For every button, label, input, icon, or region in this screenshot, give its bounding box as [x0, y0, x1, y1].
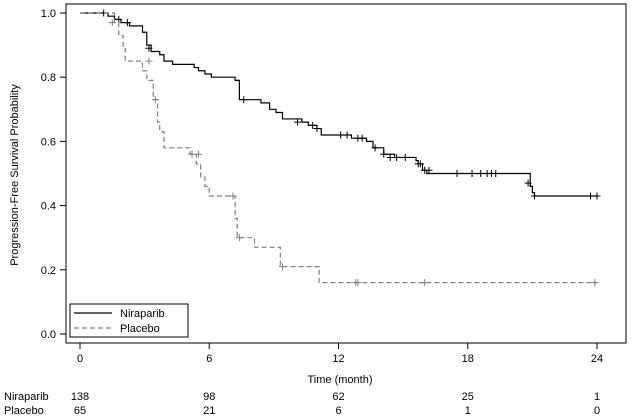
- risk-count-niraparib: 138: [71, 391, 89, 403]
- censor-mark-niraparib: [492, 170, 500, 177]
- y-axis: 0.0 0.2 0.4 0.6 0.8 1.0: [41, 8, 66, 341]
- series-line-placebo: [80, 12, 597, 284]
- censor-mark-placebo: [194, 150, 202, 158]
- x-tick-label: 12: [332, 353, 344, 365]
- legend-label-placebo: Placebo: [120, 323, 160, 335]
- series-line-niraparib: [80, 12, 597, 197]
- censor-mark-niraparib: [393, 153, 401, 161]
- censor-mark-niraparib: [401, 153, 409, 161]
- plot-area-frame: [65, 3, 627, 344]
- risk-count-niraparib: 98: [203, 391, 215, 403]
- legend: Niraparib Placebo: [69, 303, 189, 338]
- y-tick-label: 0.8: [41, 72, 56, 84]
- censor-mark-niraparib: [337, 131, 345, 139]
- censor-mark-placebo: [278, 263, 286, 271]
- legend-label-niraparib: Niraparib: [120, 308, 165, 320]
- x-tick-label: 6: [206, 353, 212, 365]
- censor-mark-niraparib: [416, 160, 424, 168]
- y-tick-label: 0.6: [41, 136, 56, 148]
- censor-mark-niraparib: [115, 15, 123, 23]
- censor-mark-niraparib: [587, 192, 595, 200]
- risk-row-label-niraparib: Niraparib: [4, 391, 49, 403]
- y-tick-label: 0.0: [41, 329, 56, 341]
- censor-mark-niraparib: [294, 118, 302, 126]
- survival-curves: [80, 9, 601, 287]
- censor-mark-placebo: [591, 279, 599, 287]
- censor-mark-niraparib: [468, 170, 476, 177]
- censor-mark-niraparib: [425, 166, 433, 174]
- risk-count-placebo: 6: [335, 405, 341, 417]
- censor-mark-placebo: [235, 234, 243, 242]
- censor-mark-niraparib: [343, 131, 351, 139]
- x-tick-label: 24: [591, 353, 603, 365]
- censor-mark-niraparib: [309, 121, 317, 129]
- y-tick-label: 1.0: [41, 8, 56, 20]
- x-tick-label: 0: [77, 353, 83, 365]
- censor-mark-niraparib: [358, 134, 366, 142]
- risk-count-niraparib: 1: [594, 391, 600, 403]
- censor-mark-placebo: [108, 19, 116, 27]
- censor-mark-niraparib: [524, 179, 532, 187]
- censor-mark-placebo: [354, 279, 362, 287]
- censor-mark-niraparib: [371, 144, 379, 152]
- censor-mark-placebo: [229, 192, 237, 200]
- risk-count-placebo: 1: [465, 405, 471, 417]
- censor-mark-placebo: [151, 96, 159, 104]
- x-axis: 0 6 12 18 24: [77, 343, 603, 365]
- censor-mark-niraparib: [386, 153, 394, 161]
- censor-mark-placebo: [421, 279, 429, 287]
- censor-mark-niraparib: [593, 192, 601, 200]
- x-axis-title: Time (month): [308, 374, 373, 386]
- risk-count-placebo: 65: [74, 405, 86, 417]
- censor-mark-placebo: [188, 150, 196, 158]
- censor-mark-niraparib: [240, 96, 248, 104]
- risk-count-niraparib: 25: [462, 391, 474, 403]
- y-axis-title: Progression-Free Survival Probability: [9, 84, 21, 266]
- risk-count-niraparib: 62: [332, 391, 344, 403]
- censor-mark-niraparib: [123, 19, 131, 27]
- censor-mark-niraparib: [453, 170, 461, 177]
- censor-mark-niraparib: [313, 125, 321, 133]
- risk-table: Niraparib Placebo 138 98 62 25 1 65 21 6 1 0: [4, 391, 600, 417]
- risk-row-label-placebo: Placebo: [4, 405, 44, 417]
- y-tick-label: 0.4: [41, 201, 56, 213]
- risk-count-placebo: 0: [594, 405, 600, 417]
- censor-mark-placebo: [145, 57, 153, 65]
- censor-mark-niraparib: [380, 150, 388, 158]
- risk-counts: 138 98 62 25 1 65 21 6 1 0: [71, 391, 600, 417]
- censor-mark-niraparib: [531, 192, 539, 200]
- legend-box: [69, 303, 189, 338]
- x-tick-label: 18: [462, 353, 474, 365]
- censor-mark-niraparib: [477, 170, 485, 177]
- risk-count-placebo: 21: [203, 405, 215, 417]
- y-tick-label: 0.2: [41, 265, 56, 277]
- censor-mark-niraparib: [145, 44, 153, 52]
